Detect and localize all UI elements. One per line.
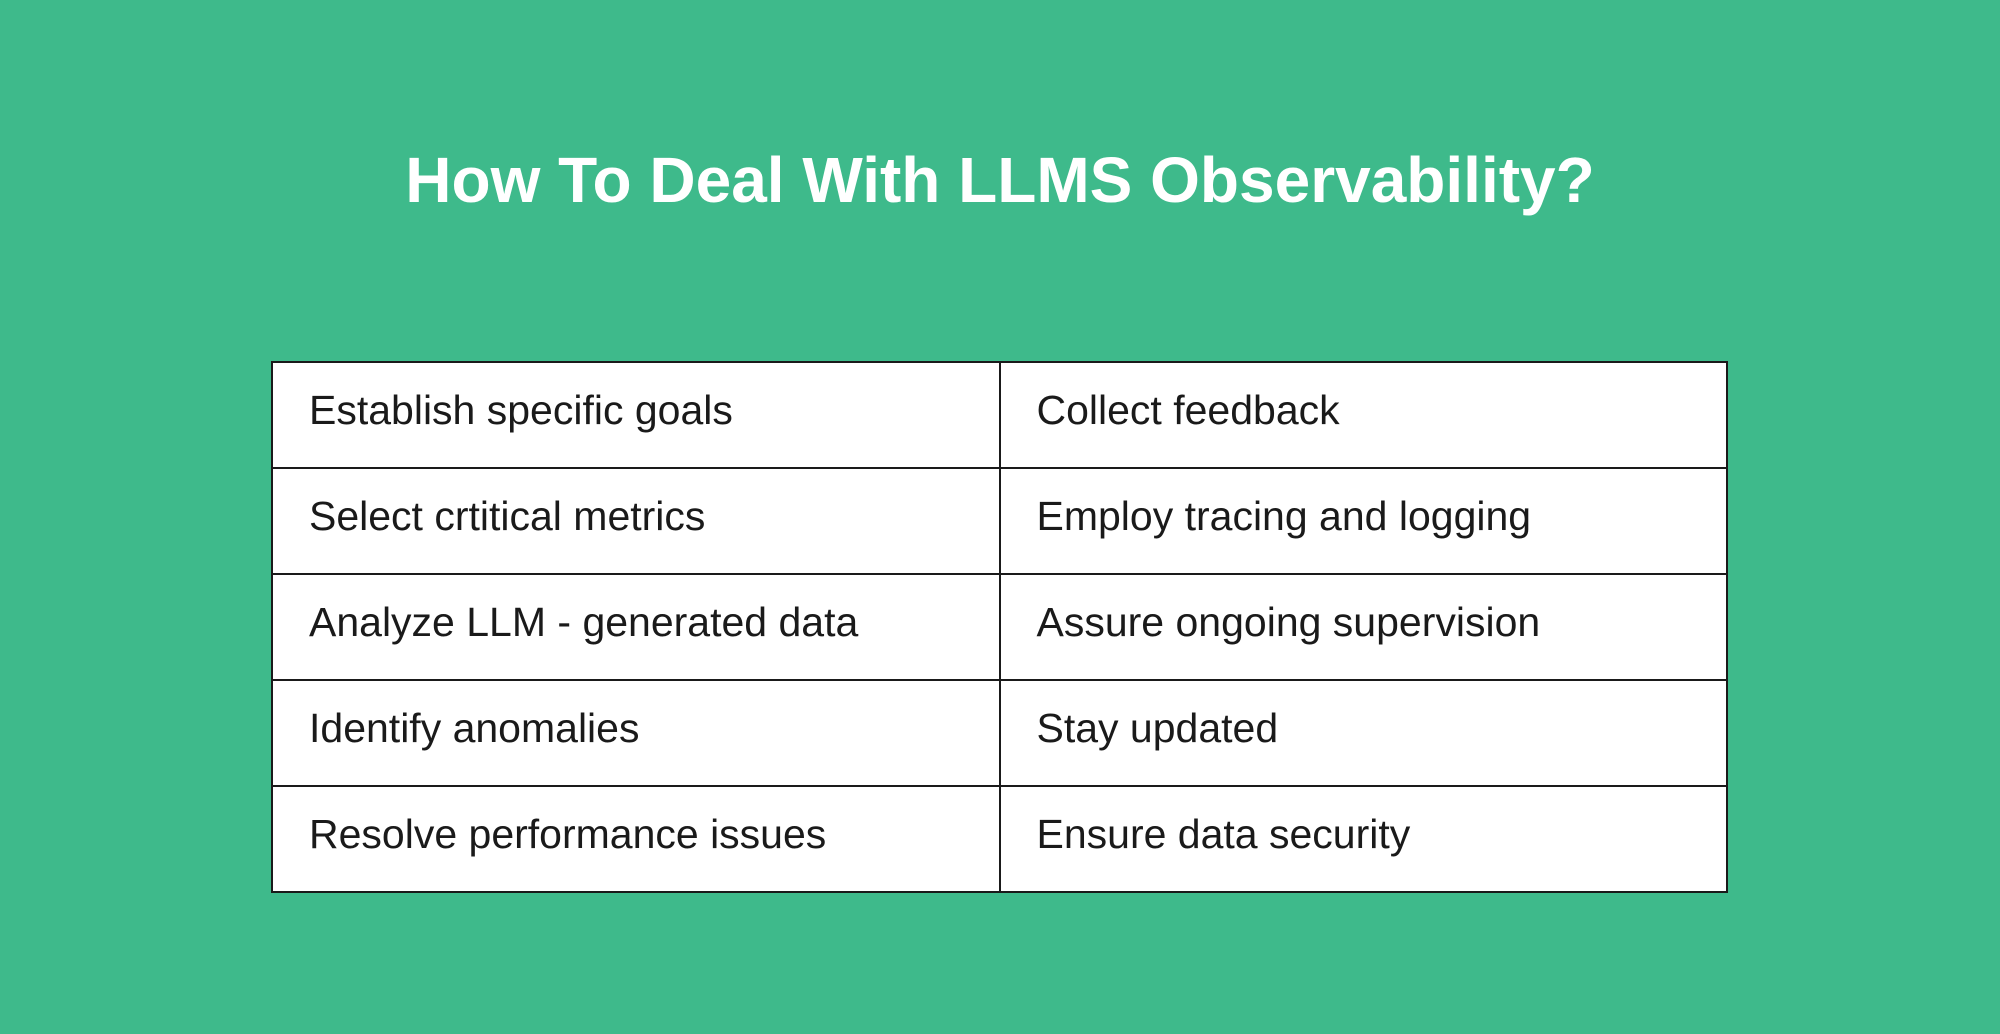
table-cell: Resolve performance issues bbox=[271, 785, 1001, 893]
table-row: Establish specific goals Collect feedback bbox=[271, 361, 1728, 469]
table-cell: Analyze LLM - generated data bbox=[271, 573, 1001, 681]
table-row: Select crtitical metrics Employ tracing a… bbox=[271, 467, 1728, 575]
table-cell: Identify anomalies bbox=[271, 679, 1001, 787]
steps-table: Establish specific goals Collect feedback… bbox=[271, 361, 1728, 893]
table-cell: Ensure data security bbox=[998, 785, 1728, 893]
table-row: Resolve performance issues Ensure data se… bbox=[271, 785, 1728, 893]
table-cell: Select crtitical metrics bbox=[271, 467, 1001, 575]
table-cell: Establish specific goals bbox=[271, 361, 1001, 469]
table-cell: Assure ongoing supervision bbox=[998, 573, 1728, 681]
table-cell: Collect feedback bbox=[998, 361, 1728, 469]
table-cell: Stay updated bbox=[998, 679, 1728, 787]
page-title: How To Deal With LLMS Observability? bbox=[405, 144, 1595, 216]
table-cell: Employ tracing and logging bbox=[998, 467, 1728, 575]
table-row: Identify anomalies Stay updated bbox=[271, 679, 1728, 787]
table-row: Analyze LLM - generated data Assure ongoi… bbox=[271, 573, 1728, 681]
